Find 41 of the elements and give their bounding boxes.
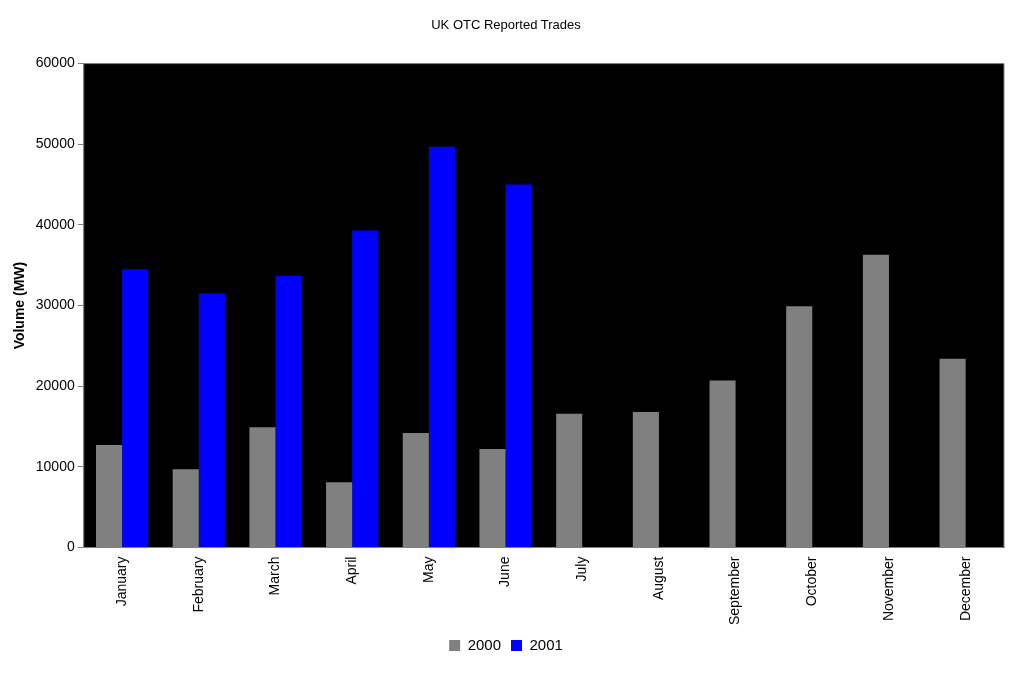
x-tick-label: June [496,556,513,587]
bar [275,275,302,548]
x-tick-label: October [803,556,820,607]
x-tick-label: January [112,556,129,607]
y-tick-label: 20000 [35,377,75,394]
x-tick-label: September [726,556,743,625]
y-tick-label: 10000 [35,457,75,474]
y-tick-label: 0 [66,538,75,555]
x-tick-label: February [189,556,206,613]
x-tick-label: May [419,556,436,583]
legend-label: 2001 [529,635,563,653]
x-tick-label: August [649,556,666,601]
bar [352,230,379,548]
bar [172,469,199,548]
bar [479,449,506,548]
y-tick-label: 30000 [35,296,75,313]
bar [709,380,736,548]
y-tick-label: 40000 [35,215,75,232]
y-axis-title: Volume (MW) [11,261,28,350]
x-tick-label: December [956,556,973,622]
bar [198,293,225,548]
bar [862,254,889,548]
y-tick-label: 60000 [35,54,75,71]
bar [249,427,276,548]
chart-title: UK OTC Reported Trades [431,17,582,33]
bar [556,413,583,548]
x-tick-label: March [266,556,283,596]
bar [326,482,353,548]
x-tick-label: November [879,556,896,622]
bar [786,306,813,548]
bar [122,269,149,548]
bar [632,412,659,548]
y-tick-label: 50000 [35,135,75,152]
legend-label: 2000 [467,635,502,653]
bar [402,432,429,548]
x-tick-label: July [573,556,590,582]
bar [96,445,123,548]
x-tick-label: April [343,556,359,585]
bar [428,146,455,548]
bar [939,358,966,548]
bar [505,184,532,548]
